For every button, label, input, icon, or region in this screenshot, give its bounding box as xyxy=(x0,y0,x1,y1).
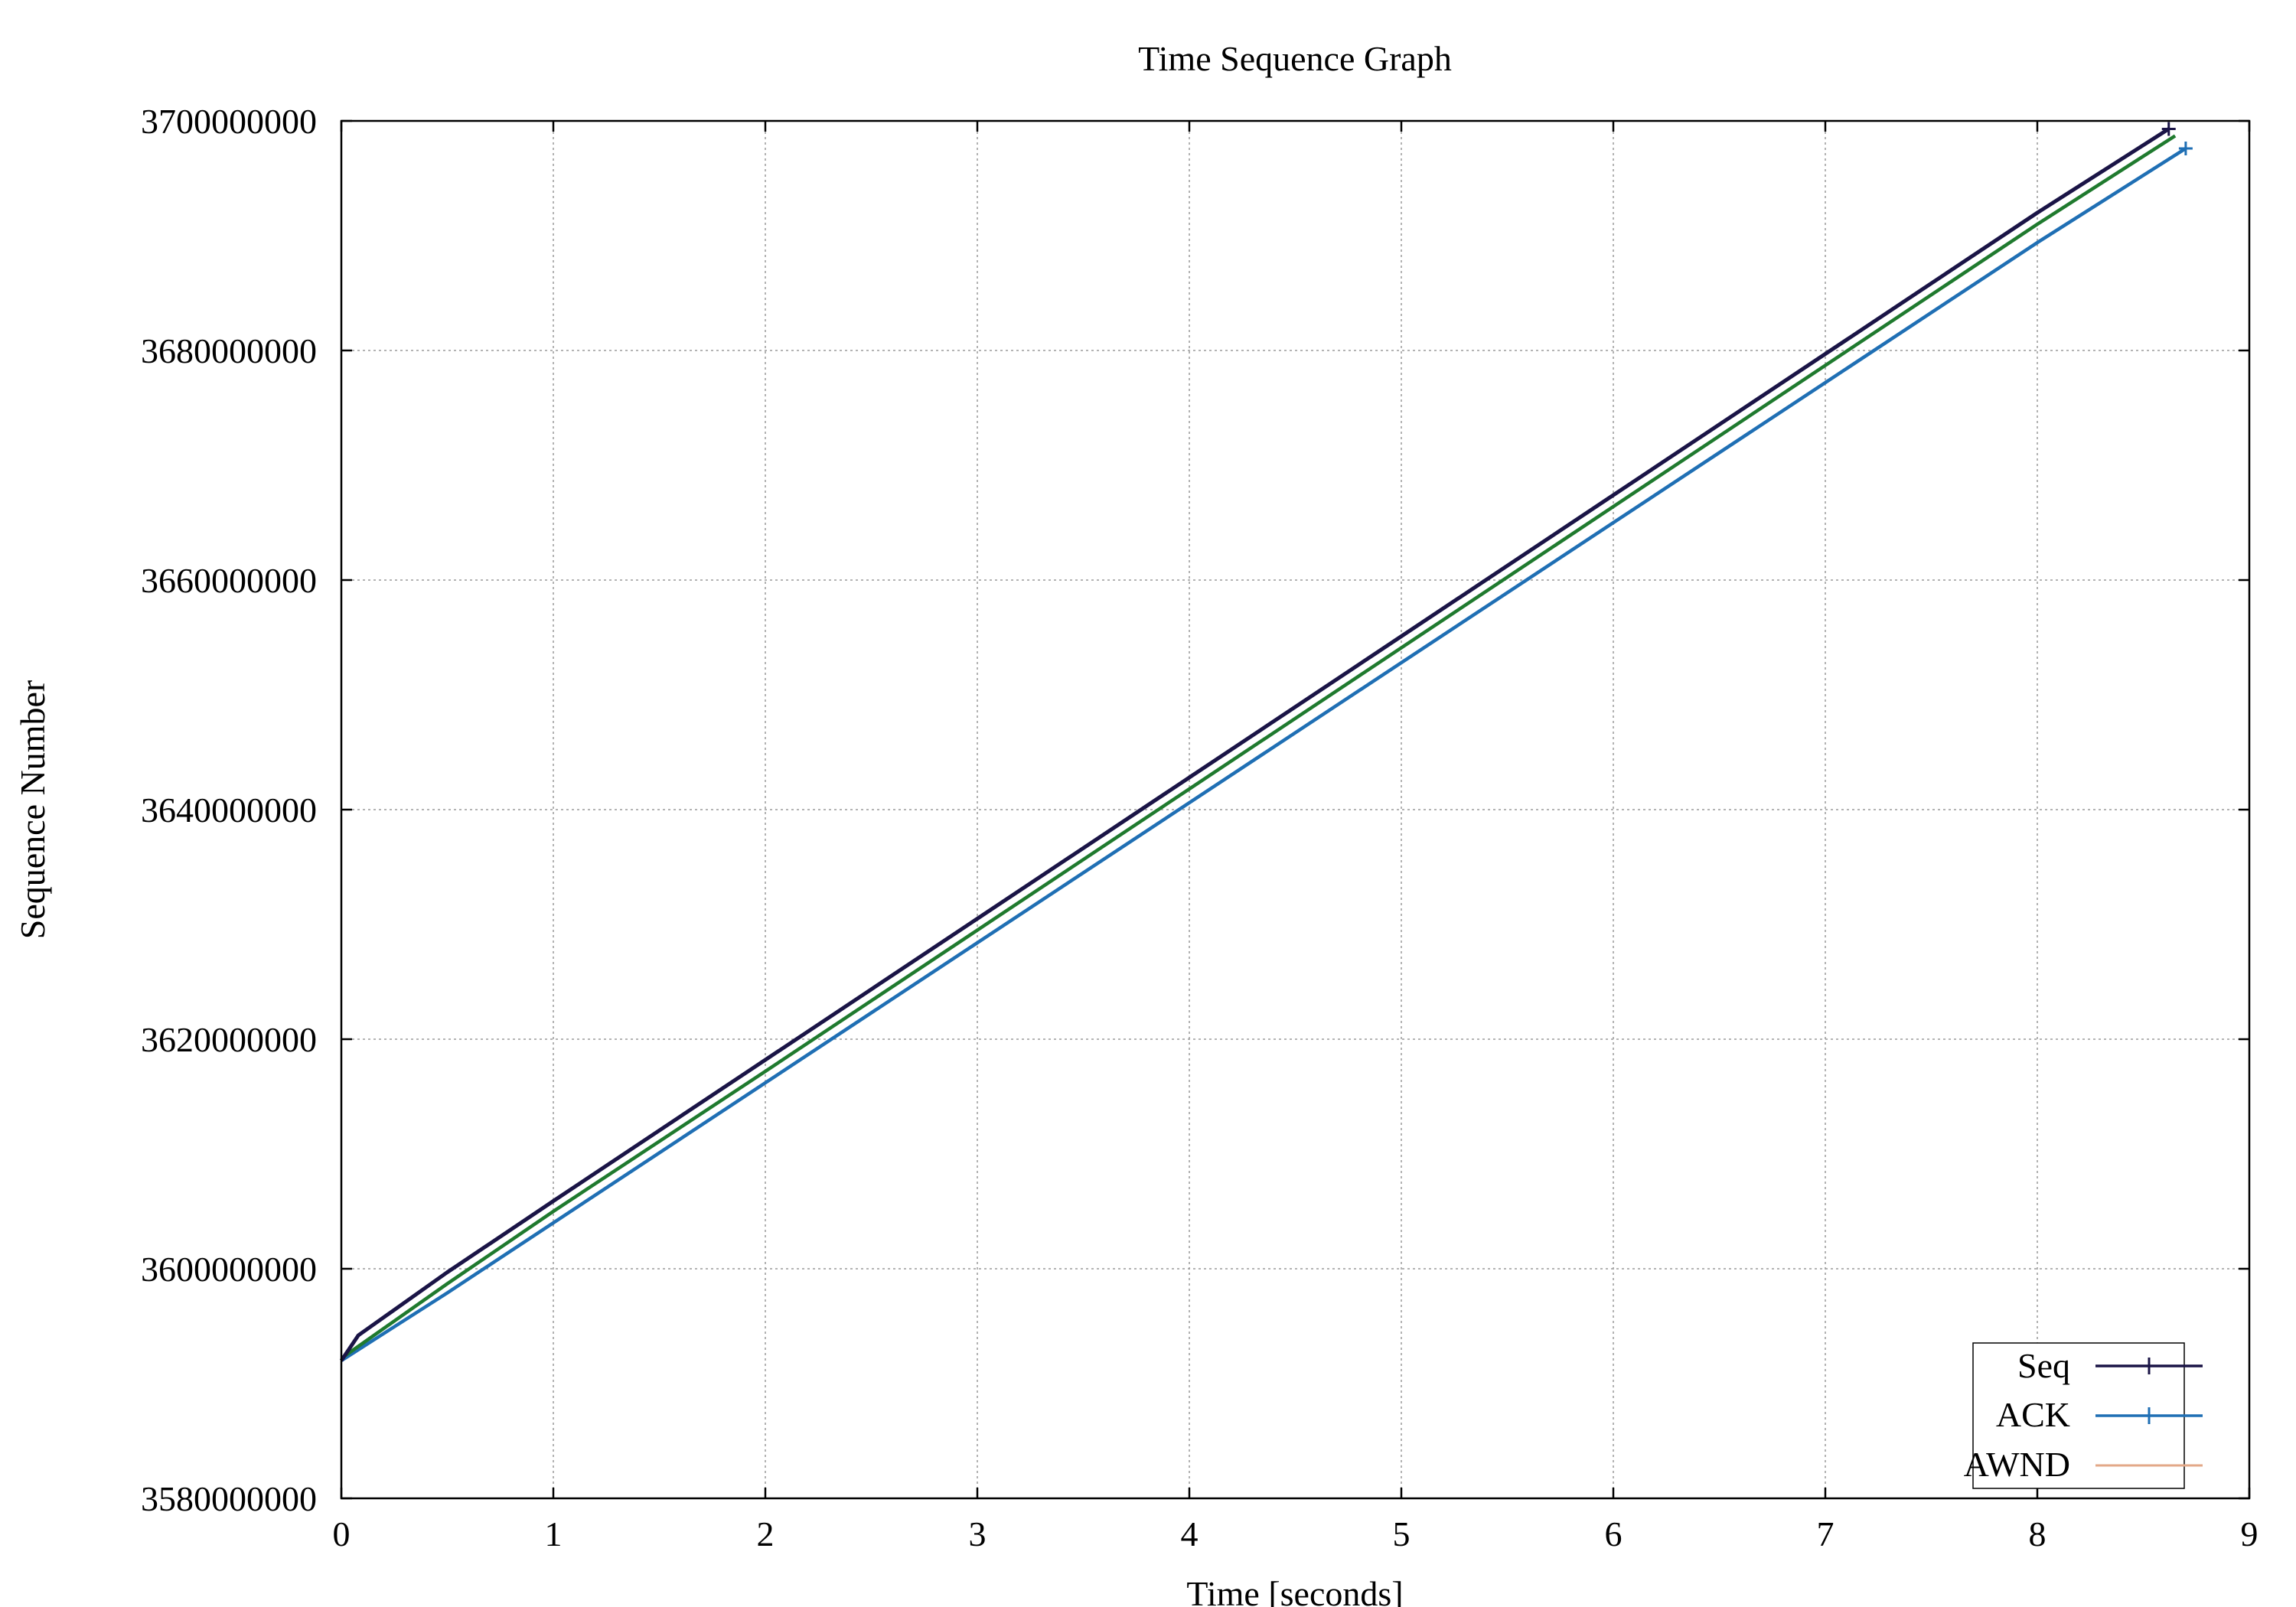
legend-label-seq: Seq xyxy=(2017,1346,2070,1385)
x-tick-label: 7 xyxy=(1817,1514,1835,1553)
x-tick-label: 1 xyxy=(545,1514,563,1553)
series-marker xyxy=(2178,142,2193,155)
x-tick-label: 8 xyxy=(2029,1514,2047,1553)
series-lines xyxy=(339,122,2193,1362)
y-tick-label: 3700000000 xyxy=(141,102,317,141)
series-line-green xyxy=(340,134,2177,1360)
y-tick-label: 3620000000 xyxy=(141,1020,317,1059)
axis-ticks: 0 1 2 3 4 5 6 7 8 9 3580000000 3600000000 3620000000… xyxy=(141,102,2258,1553)
x-tick-label: 9 xyxy=(2241,1514,2258,1553)
legend-label-awnd: AWND xyxy=(1964,1445,2070,1484)
series-line-ack xyxy=(340,147,2187,1362)
y-tick-label: 3660000000 xyxy=(141,561,317,600)
y-tick-label: 3580000000 xyxy=(141,1479,317,1518)
y-tick-label: 3680000000 xyxy=(141,331,317,370)
chart-title: Time Sequence Graph xyxy=(1138,39,1452,78)
y-axis-label: Sequence Number xyxy=(13,680,52,940)
legend: Seq ACK AWND xyxy=(1964,1342,2203,1489)
series-marker xyxy=(2161,122,2176,136)
legend-label-ack: ACK xyxy=(1996,1395,2070,1434)
x-axis-label: Time [seconds] xyxy=(1186,1574,1403,1607)
x-tick-label: 2 xyxy=(757,1514,775,1553)
x-tick-label: 3 xyxy=(969,1514,987,1553)
legend-marker-ack xyxy=(2141,1407,2157,1424)
y-tick-label: 3640000000 xyxy=(141,790,317,830)
x-tick-label: 0 xyxy=(333,1514,351,1553)
x-tick-label: 4 xyxy=(1181,1514,1199,1553)
y-tick-label: 3600000000 xyxy=(141,1250,317,1289)
x-tick-label: 6 xyxy=(1605,1514,1623,1553)
legend-marker-seq xyxy=(2141,1358,2157,1374)
x-tick-label: 5 xyxy=(1393,1514,1411,1553)
grid xyxy=(341,121,2249,1498)
series-line-seq xyxy=(339,127,2170,1362)
